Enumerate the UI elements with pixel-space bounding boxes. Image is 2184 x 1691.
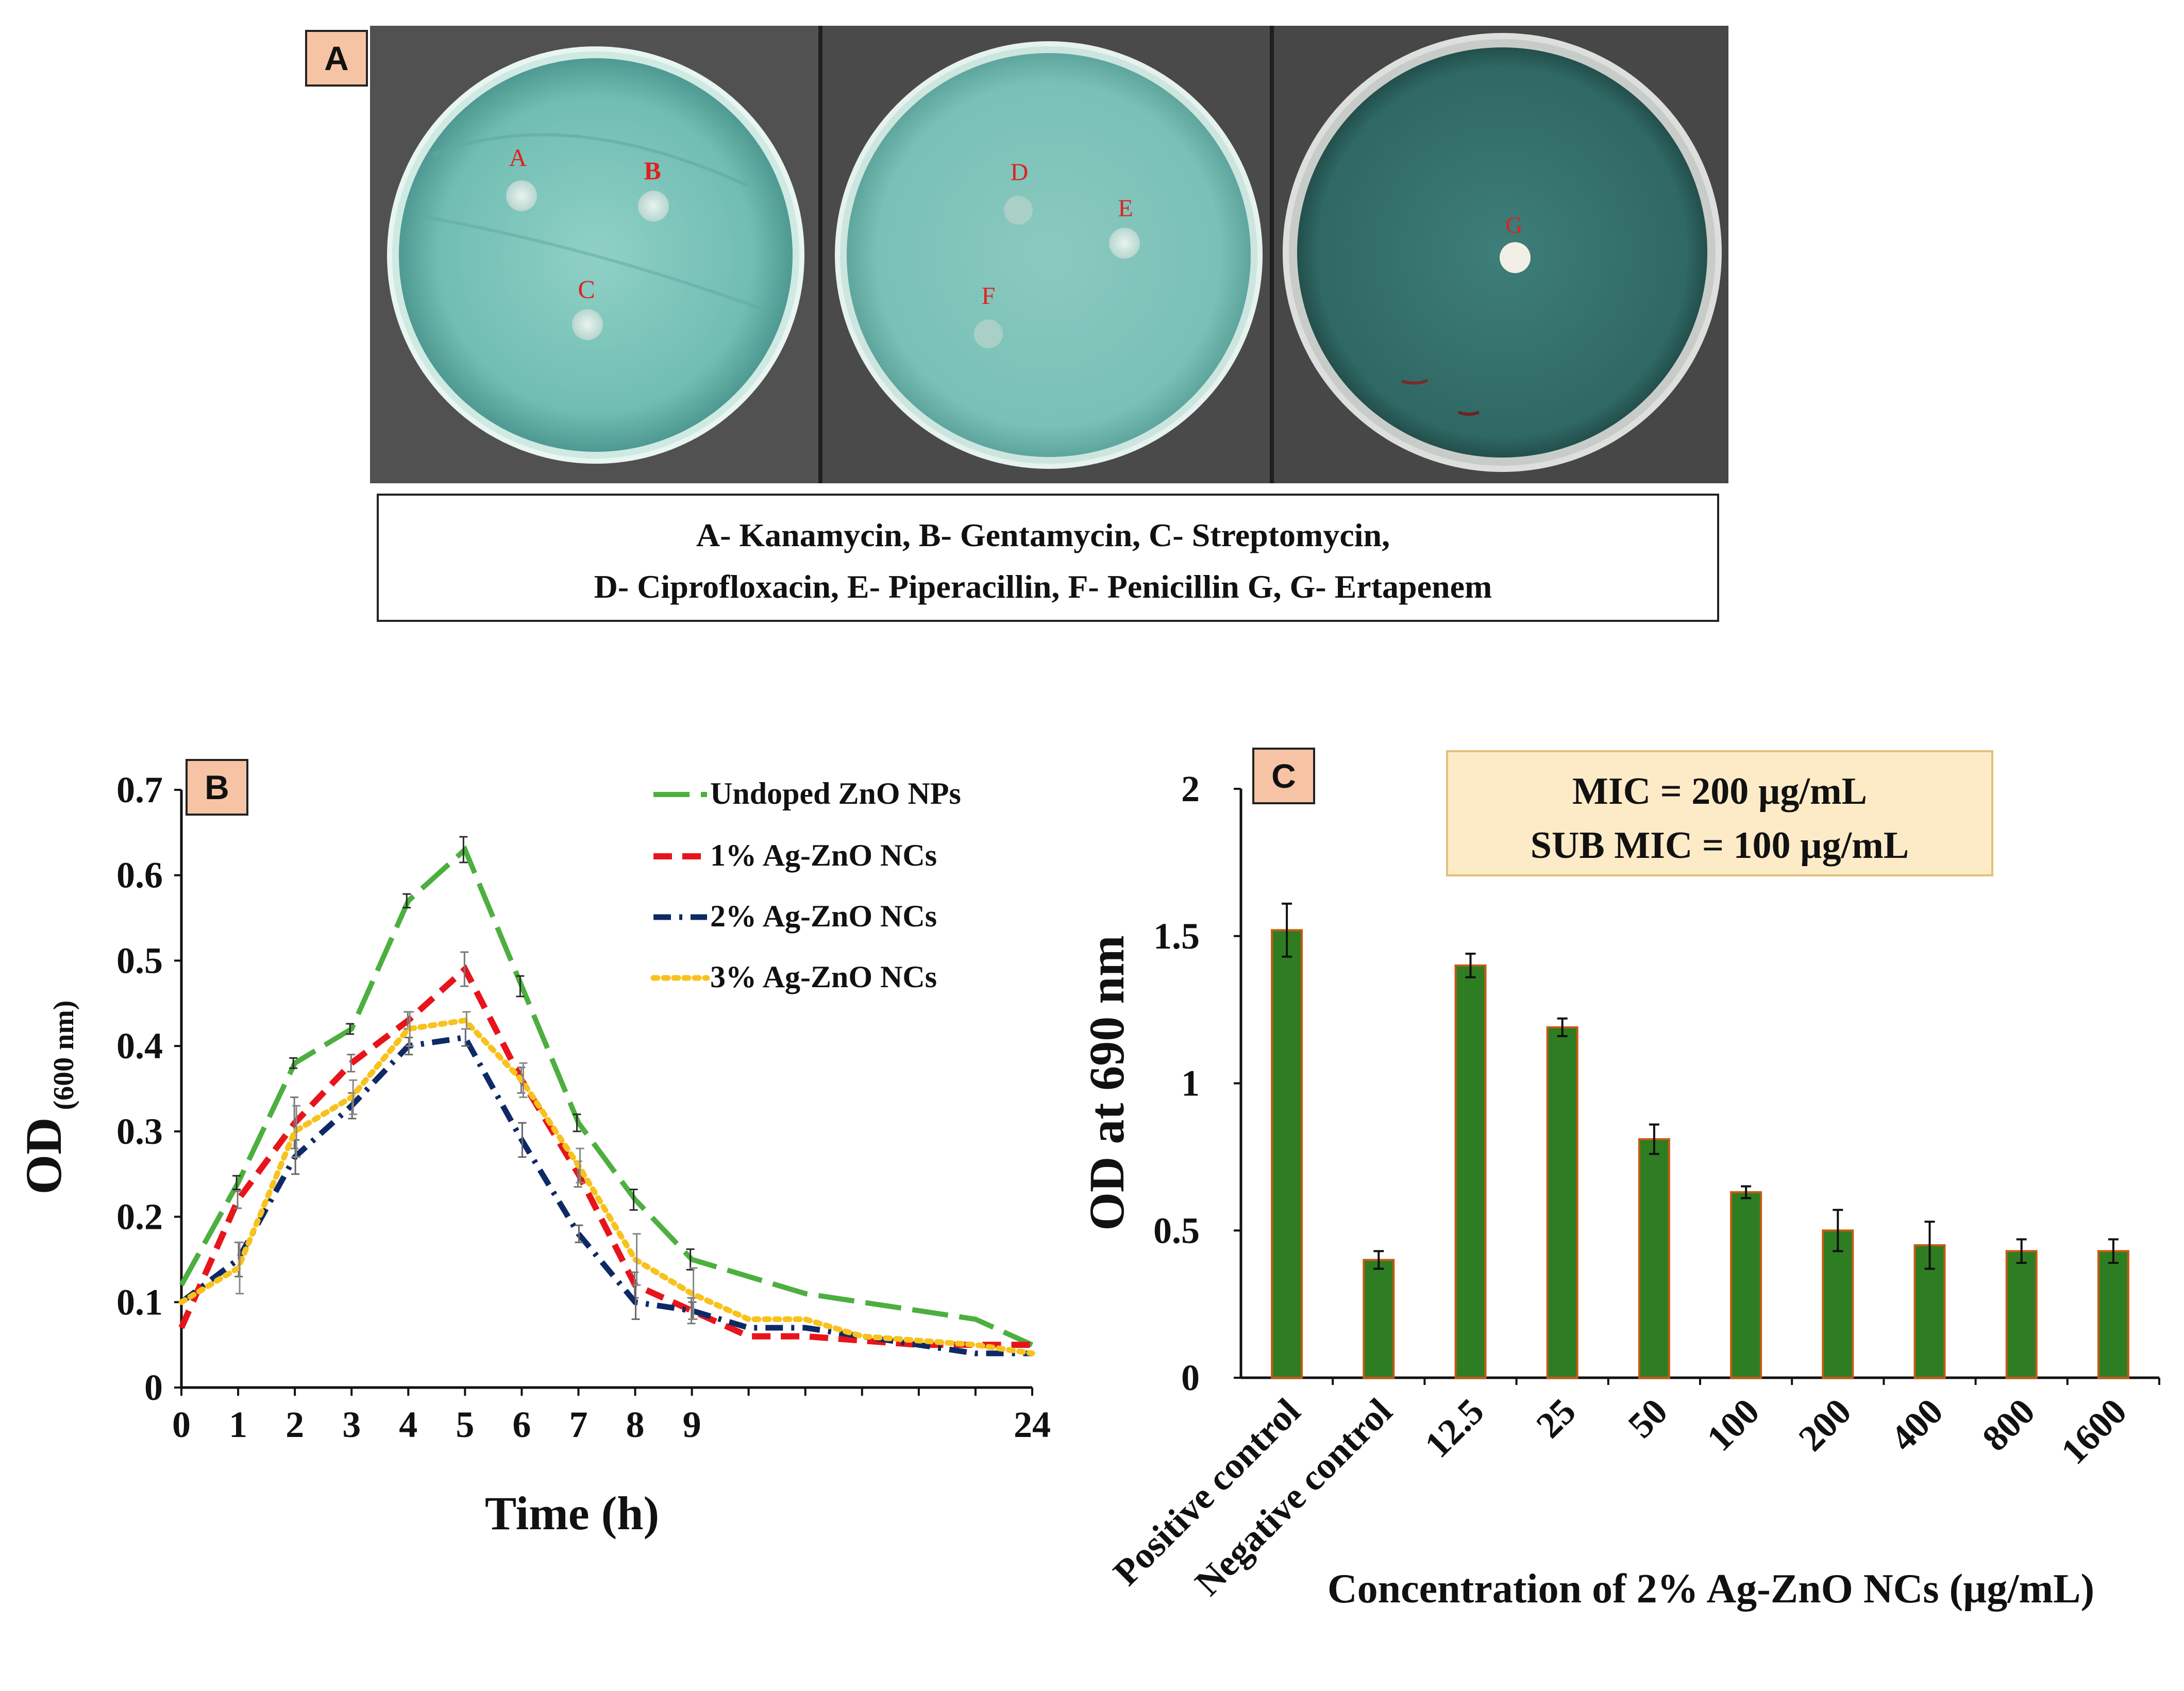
panel-b-y-tick-label: 0.6: [116, 855, 163, 896]
panel-b-ylabel: OD (600 nm): [15, 1000, 80, 1194]
antibiotic-disc-e: [1109, 228, 1140, 259]
panel-c-x-tick-label: 12.5: [1417, 1391, 1492, 1466]
panel-a-badge-label: A: [324, 39, 349, 77]
panel-c-badge-label: C: [1271, 757, 1296, 795]
panel-c-x-tick-label: 400: [1883, 1391, 1951, 1459]
panel-b: 00.10.20.30.40.50.60.70 1 2 3 4 5 6 7 8 9 24 B OD(…: [15, 759, 1051, 1540]
panel-b-x-tick-label: 7: [569, 1404, 587, 1445]
panel-b-y-tick-label: 0: [144, 1367, 163, 1408]
panel-b-y-tick-label: 0.1: [116, 1281, 163, 1323]
disc-label-b: B: [644, 156, 661, 185]
antibiotic-legend-box: [377, 494, 1719, 622]
antibiotic-legend-line-2: D- Ciprofloxacin, E- Piperacillin, F- Pe…: [594, 568, 1492, 605]
panel-b-x-tick-label: 6: [512, 1404, 531, 1445]
bar-800: [2005, 1250, 2038, 1379]
petri-dish-1: A B C: [387, 46, 804, 464]
disc-label-a: A: [509, 144, 527, 172]
panel-b-x-tick-label: 8: [626, 1404, 645, 1445]
panel-c-x-tick-label: 1600: [2053, 1391, 2135, 1472]
panel-b-legend: Undoped ZnO NPs 1% Ag-ZnO NCs 2% Ag-ZnO NC…: [650, 776, 961, 994]
bar-positive-control: [1271, 929, 1303, 1379]
bar-100: [1730, 1191, 1762, 1379]
panel-c-badge: [1252, 748, 1315, 804]
panel-a-badge: [305, 30, 368, 87]
disc-label-f: F: [982, 282, 996, 310]
panel-c-ylabel: OD at 690 nm: [1079, 935, 1134, 1230]
disc-label-g: G: [1505, 212, 1522, 238]
panel-b-ylabel-main: OD: [15, 1118, 72, 1195]
panel-c-x-tick-label: 50: [1620, 1391, 1675, 1446]
panel-c-y-tick-label: 1: [1181, 1063, 1200, 1104]
panel-b-x-tick-label: 2: [285, 1404, 304, 1445]
bar-200: [1822, 1229, 1854, 1379]
antibiotic-legend-line-1: A- Kanamycin, B- Gentamycin, C- Streptom…: [696, 517, 1390, 553]
panel-b-y-tick-label: 0.4: [116, 1025, 163, 1067]
series-line-3-ag-zno-ncs: [178, 1017, 1035, 1357]
antibiotic-disc-g: [1500, 242, 1531, 273]
disc-label-e: E: [1118, 195, 1133, 222]
panel-b-x-tick-label: 1: [229, 1404, 247, 1445]
petri-dish-2: D E F: [835, 41, 1263, 469]
mic-annotation-box: [1446, 750, 1993, 876]
panel-c-x-tick-label: 25: [1528, 1391, 1584, 1446]
bar-negative-control: [1363, 1259, 1395, 1379]
panel-c-y-tick-label: 1.5: [1153, 916, 1200, 957]
series-line-2-ag-zno-ncs: [179, 1034, 1032, 1357]
antibiotic-disc-b: [638, 191, 669, 222]
legend-label: 2% Ag-ZnO NCs: [710, 899, 937, 933]
antibiotic-disc-c: [572, 309, 603, 340]
panel-b-badge-label: B: [205, 768, 229, 806]
disc-label-c: C: [578, 275, 595, 303]
panel-c-x-tick-label: 800: [1974, 1391, 2043, 1459]
panel-c-x-tick-label: 100: [1699, 1391, 1767, 1459]
panel-c-xlabel: Concentration of 2% Ag-ZnO NCs (µg/mL): [1328, 1566, 2094, 1612]
antibiotic-disc-d: [1004, 196, 1033, 225]
antibiotic-disc-a: [506, 180, 537, 211]
series-line-undoped-zno-nps: [179, 845, 1034, 1347]
panel-b-y-tick-label: 0.5: [116, 940, 163, 981]
sub-mic-value-text: SUB MIC = 100 µg/mL: [1531, 824, 1909, 867]
panel-b-x-tick-label: 5: [456, 1404, 474, 1445]
panel-b-x-tick-label: 3: [342, 1404, 361, 1445]
panel-c-x-tick-label: 200: [1791, 1391, 1859, 1459]
panel-c-bars: [1271, 902, 2129, 1379]
panel-b-ylabel-sub: (600 nm): [48, 1000, 80, 1110]
panel-b-y-tick-label: 0.2: [116, 1196, 163, 1238]
panel-b-x-tick-label: 4: [399, 1404, 417, 1445]
panel-c-y-tick-label: 2: [1181, 768, 1200, 809]
bar-25: [1546, 1026, 1578, 1379]
panel-b-xlabel: Time (h): [485, 1487, 659, 1540]
series-line-1-ag-zno-ncs: [178, 964, 1032, 1348]
panel-b-y-tick-label: 0.7: [116, 769, 163, 810]
panel-b-x-tick-label: 0: [172, 1404, 191, 1445]
panel-b-series: [178, 836, 1035, 1357]
mic-value-text: MIC = 200 µg/mL: [1572, 770, 1867, 813]
panel-a: A B C D E F G A A- Kanamyci: [305, 26, 1728, 622]
panel-b-tick-labels: 00.10.20.30.40.50.60.70 1 2 3 4 5 6 7 8 9 24: [116, 769, 1051, 1445]
legend-label: 1% Ag-ZnO NCs: [710, 838, 937, 872]
disc-label-d: D: [1011, 159, 1029, 186]
panel-b-x-tick-label: 9: [683, 1404, 701, 1445]
legend-label: Undoped ZnO NPs: [710, 776, 961, 810]
panel-b-axes: [174, 789, 1033, 1396]
bar-12-5: [1454, 964, 1487, 1379]
legend-label: 3% Ag-ZnO NCs: [710, 960, 937, 994]
panel-c-y-tick-label: 0.5: [1153, 1210, 1200, 1251]
bar-1600: [2097, 1250, 2129, 1379]
panel-c-y-tick-label: 0: [1181, 1357, 1200, 1398]
panel-b-badge: [186, 759, 248, 816]
panel-b-x-tick-label: 24: [1014, 1404, 1051, 1445]
bar-50: [1638, 1138, 1670, 1379]
antibiotic-disc-f: [974, 319, 1003, 348]
petri-dish-3: G: [1283, 33, 1722, 472]
panel-b-y-tick-label: 0.3: [116, 1111, 163, 1152]
